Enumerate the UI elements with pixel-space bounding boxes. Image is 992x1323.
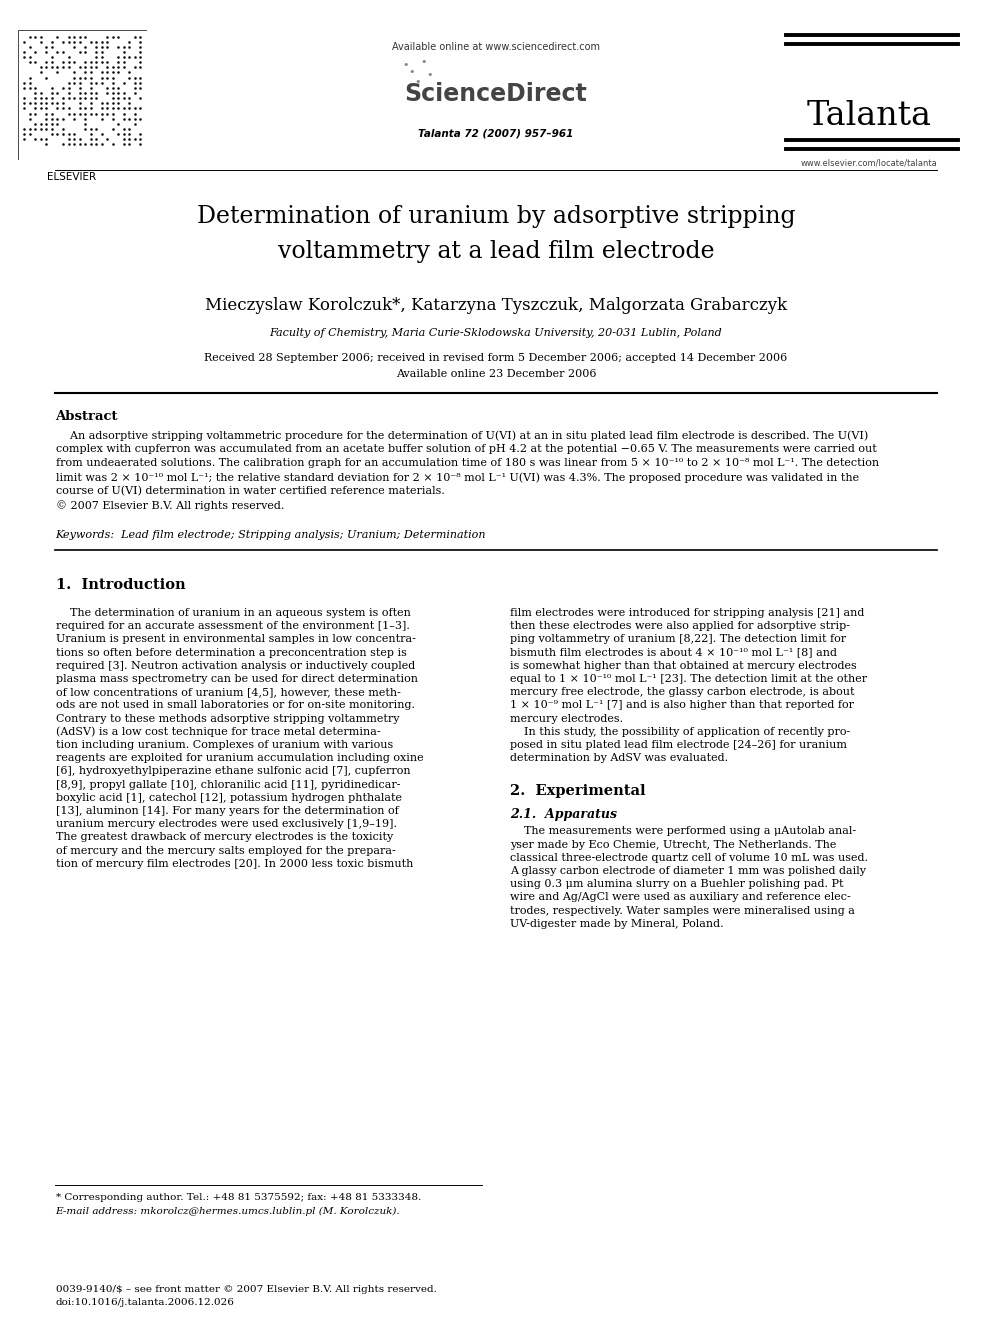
Text: UV-digester made by Mineral, Poland.: UV-digester made by Mineral, Poland. — [510, 918, 723, 929]
Text: © 2007 Elsevier B.V. All rights reserved.: © 2007 Elsevier B.V. All rights reserved… — [56, 500, 284, 511]
Text: of mercury and the mercury salts employed for the prepara-: of mercury and the mercury salts employe… — [56, 845, 395, 856]
Text: www.elsevier.com/locate/talanta: www.elsevier.com/locate/talanta — [801, 157, 937, 167]
Text: classical three-electrode quartz cell of volume 10 mL was used.: classical three-electrode quartz cell of… — [510, 853, 868, 863]
Text: A glassy carbon electrode of diameter 1 mm was polished daily: A glassy carbon electrode of diameter 1 … — [510, 867, 866, 876]
Text: 1 × 10⁻⁹ mol L⁻¹ [7] and is also higher than that reported for: 1 × 10⁻⁹ mol L⁻¹ [7] and is also higher … — [510, 700, 854, 710]
Text: tion of mercury film electrodes [20]. In 2000 less toxic bismuth: tion of mercury film electrodes [20]. In… — [56, 859, 413, 869]
Text: mercury electrodes.: mercury electrodes. — [510, 713, 623, 724]
Text: 0039-9140/$ – see front matter © 2007 Elsevier B.V. All rights reserved.: 0039-9140/$ – see front matter © 2007 El… — [56, 1285, 436, 1294]
Text: reagents are exploited for uranium accumulation including oxine: reagents are exploited for uranium accum… — [56, 753, 424, 763]
Text: 2.1.  Apparatus: 2.1. Apparatus — [510, 808, 617, 822]
Text: required [3]. Neutron activation analysis or inductively coupled: required [3]. Neutron activation analysi… — [56, 660, 415, 671]
Text: Available online 23 December 2006: Available online 23 December 2006 — [396, 369, 596, 378]
Text: boxylic acid [1], catechol [12], potassium hydrogen phthalate: boxylic acid [1], catechol [12], potassi… — [56, 792, 402, 803]
Text: 1.  Introduction: 1. Introduction — [56, 578, 186, 591]
Text: ELSEVIER: ELSEVIER — [47, 172, 96, 183]
Text: Faculty of Chemistry, Maria Curie-Sklodowska University, 20-031 Lublin, Poland: Faculty of Chemistry, Maria Curie-Sklodo… — [270, 328, 722, 337]
Text: An adsorptive stripping voltammetric procedure for the determination of U(VI) at: An adsorptive stripping voltammetric pro… — [56, 430, 868, 441]
Text: yser made by Eco Chemie, Utrecht, The Netherlands. The: yser made by Eco Chemie, Utrecht, The Ne… — [510, 840, 836, 849]
Text: Received 28 September 2006; received in revised form 5 December 2006; accepted 1: Received 28 September 2006; received in … — [204, 353, 788, 363]
Text: [13], aluminon [14]. For many years for the determination of: [13], aluminon [14]. For many years for … — [56, 806, 399, 816]
Text: (AdSV) is a low cost technique for trace metal determina-: (AdSV) is a low cost technique for trace… — [56, 726, 380, 737]
Text: Determination of uranium by adsorptive stripping: Determination of uranium by adsorptive s… — [196, 205, 796, 228]
Text: ScienceDirect: ScienceDirect — [405, 82, 587, 106]
Text: [8,9], propyl gallate [10], chloranilic acid [11], pyridinedicar-: [8,9], propyl gallate [10], chloranilic … — [56, 779, 400, 790]
Text: bismuth film electrodes is about 4 × 10⁻¹⁰ mol L⁻¹ [8] and: bismuth film electrodes is about 4 × 10⁻… — [510, 647, 837, 658]
Text: plasma mass spectrometry can be used for direct determination: plasma mass spectrometry can be used for… — [56, 673, 418, 684]
Text: equal to 1 × 10⁻¹⁰ mol L⁻¹ [23]. The detection limit at the other: equal to 1 × 10⁻¹⁰ mol L⁻¹ [23]. The det… — [510, 673, 867, 684]
Text: Talanta 72 (2007) 957–961: Talanta 72 (2007) 957–961 — [419, 128, 573, 138]
Text: The determination of uranium in an aqueous system is often: The determination of uranium in an aqueo… — [56, 609, 411, 618]
Text: film electrodes were introduced for stripping analysis [21] and: film electrodes were introduced for stri… — [510, 609, 864, 618]
Text: [6], hydroxyethylpiperazine ethane sulfonic acid [7], cupferron: [6], hydroxyethylpiperazine ethane sulfo… — [56, 766, 410, 777]
Text: uranium mercury electrodes were used exclusively [1,9–19].: uranium mercury electrodes were used exc… — [56, 819, 397, 830]
Text: from undeaerated solutions. The calibration graph for an accumulation time of 18: from undeaerated solutions. The calibrat… — [56, 458, 879, 468]
Text: The measurements were performed using a μAutolab anal-: The measurements were performed using a … — [510, 827, 856, 836]
Text: trodes, respectively. Water samples were mineralised using a: trodes, respectively. Water samples were… — [510, 906, 855, 916]
Text: Abstract: Abstract — [56, 410, 118, 423]
Text: using 0.3 μm alumina slurry on a Buehler polishing pad. Pt: using 0.3 μm alumina slurry on a Buehler… — [510, 880, 843, 889]
Text: determination by AdSV was evaluated.: determination by AdSV was evaluated. — [510, 753, 728, 763]
Text: doi:10.1016/j.talanta.2006.12.026: doi:10.1016/j.talanta.2006.12.026 — [56, 1298, 234, 1307]
Text: course of U(VI) determination in water certified reference materials.: course of U(VI) determination in water c… — [56, 486, 444, 496]
Text: Uranium is present in environmental samples in low concentra-: Uranium is present in environmental samp… — [56, 635, 416, 644]
Text: then these electrodes were also applied for adsorptive strip-: then these electrodes were also applied … — [510, 622, 850, 631]
Text: is somewhat higher than that obtained at mercury electrodes: is somewhat higher than that obtained at… — [510, 660, 857, 671]
Text: Available online at www.sciencedirect.com: Available online at www.sciencedirect.co… — [392, 42, 600, 52]
Text: * Corresponding author. Tel.: +48 81 5375592; fax: +48 81 5333348.: * Corresponding author. Tel.: +48 81 537… — [56, 1193, 421, 1203]
Text: Talanta: Talanta — [806, 101, 931, 132]
Text: ping voltammetry of uranium [8,22]. The detection limit for: ping voltammetry of uranium [8,22]. The … — [510, 635, 846, 644]
Text: Keywords:  Lead film electrode; Stripping analysis; Uranium; Determination: Keywords: Lead film electrode; Stripping… — [56, 531, 486, 540]
Text: voltammetry at a lead film electrode: voltammetry at a lead film electrode — [278, 239, 714, 263]
Text: ods are not used in small laboratories or for on-site monitoring.: ods are not used in small laboratories o… — [56, 700, 415, 710]
Text: of low concentrations of uranium [4,5], however, these meth-: of low concentrations of uranium [4,5], … — [56, 687, 401, 697]
Text: Mieczyslaw Korolczuk*, Katarzyna Tyszczuk, Malgorzata Grabarczyk: Mieczyslaw Korolczuk*, Katarzyna Tyszczu… — [205, 296, 787, 314]
Text: The greatest drawback of mercury electrodes is the toxicity: The greatest drawback of mercury electro… — [56, 832, 393, 843]
Text: •: • — [409, 67, 415, 77]
Text: In this study, the possibility of application of recently pro-: In this study, the possibility of applic… — [510, 726, 850, 737]
Text: tions so often before determination a preconcentration step is: tions so often before determination a pr… — [56, 647, 407, 658]
Text: complex with cupferron was accumulated from an acetate buffer solution of pH 4.2: complex with cupferron was accumulated f… — [56, 445, 876, 454]
Text: posed in situ plated lead film electrode [24–26] for uranium: posed in situ plated lead film electrode… — [510, 740, 847, 750]
Text: Contrary to these methods adsorptive stripping voltammetry: Contrary to these methods adsorptive str… — [56, 713, 399, 724]
Text: 2.  Experimental: 2. Experimental — [510, 785, 646, 798]
Text: required for an accurate assessment of the environment [1–3].: required for an accurate assessment of t… — [56, 622, 410, 631]
Text: mercury free electrode, the glassy carbon electrode, is about: mercury free electrode, the glassy carbo… — [510, 687, 854, 697]
Text: tion including uranium. Complexes of uranium with various: tion including uranium. Complexes of ura… — [56, 740, 393, 750]
Text: •: • — [427, 70, 433, 79]
Text: •: • — [403, 60, 409, 70]
Text: limit was 2 × 10⁻¹⁰ mol L⁻¹; the relative standard deviation for 2 × 10⁻⁸ mol L⁻: limit was 2 × 10⁻¹⁰ mol L⁻¹; the relativ… — [56, 472, 859, 483]
Text: wire and Ag/AgCl were used as auxiliary and reference elec-: wire and Ag/AgCl were used as auxiliary … — [510, 893, 850, 902]
Text: E-mail address: mkorolcz@hermes.umcs.lublin.pl (M. Korolczuk).: E-mail address: mkorolcz@hermes.umcs.lub… — [56, 1207, 400, 1216]
Text: •: • — [415, 77, 421, 87]
Text: •: • — [421, 57, 427, 67]
